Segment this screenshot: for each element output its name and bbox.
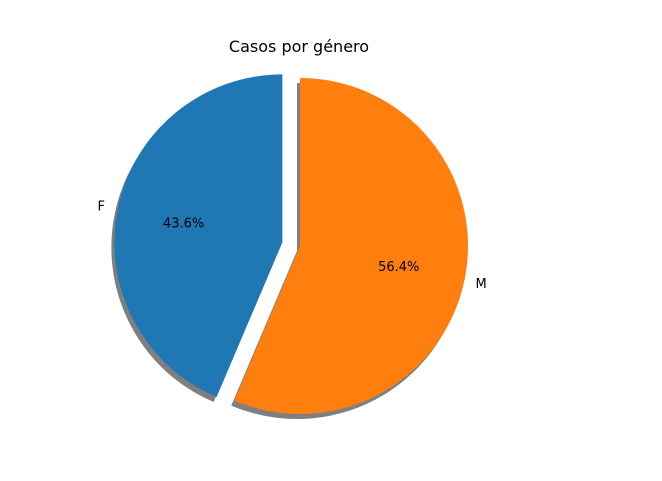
pie-labels: F 43.6% M 56.4% <box>98 199 487 291</box>
chart-title: Casos por género <box>229 37 369 56</box>
category-label-m: M <box>475 277 486 292</box>
pie-slice-f <box>114 74 283 398</box>
percent-label-m: 56.4% <box>378 260 419 275</box>
percent-label-f: 43.6% <box>163 216 204 231</box>
pie-slices <box>114 74 469 414</box>
pie-slice-m <box>234 78 469 414</box>
category-label-f: F <box>98 199 105 214</box>
